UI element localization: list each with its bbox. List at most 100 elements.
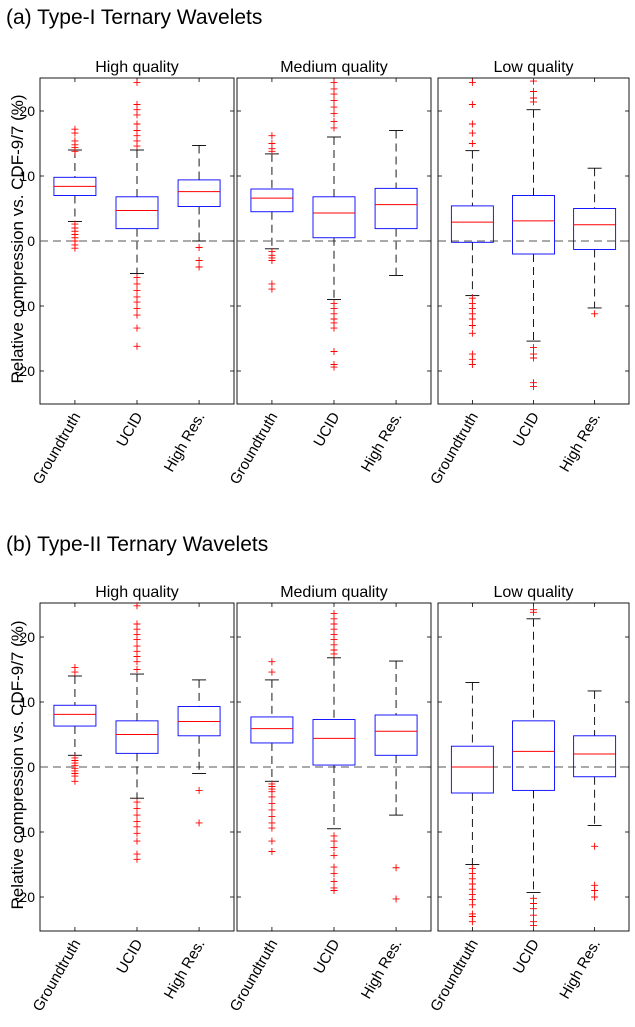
box-item: UCID bbox=[113, 78, 159, 450]
outlier-marker bbox=[530, 88, 537, 95]
outlier-marker bbox=[530, 905, 537, 913]
panel-title: High quality bbox=[95, 584, 179, 601]
outlier-marker bbox=[468, 361, 476, 368]
box-iqr bbox=[573, 208, 617, 250]
outlier-marker bbox=[133, 111, 141, 119]
chart-group: Relative compression vs. CDF-9/7 (%)-20 -… bbox=[8, 59, 630, 488]
box-iqr bbox=[53, 704, 97, 727]
y-axis-label: Relative compression vs. CDF-9/7 (%) bbox=[8, 620, 27, 909]
box-iqr bbox=[250, 188, 294, 213]
outlier-marker bbox=[71, 668, 79, 676]
chart-group: Relative compression vs. CDF-9/7 (%)-20 -… bbox=[8, 584, 630, 1015]
y-tick-label: 10 bbox=[19, 168, 35, 184]
outlier-marker bbox=[133, 855, 141, 863]
outlier-marker bbox=[330, 877, 338, 885]
outlier-marker bbox=[330, 837, 338, 845]
outlier-marker bbox=[468, 901, 476, 909]
x-category-label: UCID bbox=[510, 936, 543, 976]
box-iqr bbox=[450, 745, 494, 794]
outlier-marker bbox=[133, 823, 141, 831]
box-item: UCID bbox=[510, 77, 555, 450]
box-item: High Res. bbox=[161, 78, 221, 476]
x-category-label: Groundtruth bbox=[227, 410, 282, 488]
y-tick-label: 0 bbox=[27, 233, 35, 249]
y-tick-label: -20 bbox=[15, 363, 35, 379]
outlier-marker bbox=[268, 799, 276, 807]
outlier-marker bbox=[268, 793, 276, 801]
outlier-marker bbox=[195, 263, 203, 271]
outlier-marker bbox=[268, 812, 276, 820]
outlier-marker bbox=[133, 805, 141, 813]
outlier-marker bbox=[530, 77, 537, 85]
outlier-marker bbox=[133, 666, 141, 673]
box-item: High Res. bbox=[161, 603, 221, 1003]
outlier-marker bbox=[530, 911, 537, 919]
box-iqr bbox=[312, 719, 356, 766]
panel: High quality Groundtruth UCID High Res. bbox=[30, 584, 235, 1015]
outlier-marker bbox=[268, 285, 276, 293]
outlier-marker bbox=[330, 324, 338, 332]
outlier-marker bbox=[268, 257, 276, 264]
x-category-label: UCID bbox=[510, 409, 543, 449]
panel-title: Medium quality bbox=[280, 584, 388, 601]
box-item: UCID bbox=[510, 603, 555, 977]
x-category-label: High Res. bbox=[358, 937, 406, 1003]
outlier-marker bbox=[330, 348, 338, 355]
panel-title: Medium quality bbox=[280, 59, 388, 76]
y-tick-label: -10 bbox=[15, 298, 35, 314]
y-tick-label: 0 bbox=[27, 759, 35, 775]
outlier-marker bbox=[468, 78, 476, 86]
outlier-marker bbox=[330, 870, 338, 878]
box-iqr bbox=[312, 196, 356, 239]
box-iqr bbox=[374, 714, 418, 756]
box-item: High Res. bbox=[358, 78, 418, 475]
outlier-marker bbox=[330, 363, 338, 371]
outlier-marker bbox=[133, 798, 141, 806]
outlier-marker bbox=[133, 342, 141, 350]
panel: Medium quality Groundtruth UCID High Res. bbox=[227, 584, 432, 1015]
x-category-label: High Res. bbox=[161, 410, 209, 476]
outlier-marker bbox=[133, 286, 141, 294]
outlier-marker bbox=[133, 658, 141, 666]
x-category-label: Groundtruth bbox=[427, 937, 482, 1015]
outlier-marker bbox=[133, 636, 141, 644]
panel: Low quality Groundtruth UCID High Res. bbox=[427, 584, 630, 1015]
outlier-marker bbox=[530, 354, 537, 362]
outlier-marker bbox=[133, 78, 141, 86]
x-category-label: Groundtruth bbox=[30, 410, 85, 488]
x-category-label: Groundtruth bbox=[30, 937, 85, 1015]
outlier-marker bbox=[133, 311, 141, 319]
outlier-marker bbox=[330, 103, 338, 111]
box-iqr bbox=[115, 720, 159, 754]
box-item: UCID bbox=[310, 603, 356, 977]
x-category-label: High Res. bbox=[556, 937, 604, 1003]
outlier-marker bbox=[133, 324, 141, 332]
outlier-marker bbox=[268, 848, 276, 855]
outlier-marker bbox=[195, 819, 203, 827]
box-item: High Res. bbox=[358, 603, 418, 1003]
outlier-marker bbox=[133, 811, 141, 819]
outlier-marker bbox=[591, 893, 599, 901]
box-item: High Res. bbox=[556, 603, 617, 1003]
section-title-a: (a) Type-I Ternary Wavelets bbox=[6, 6, 263, 29]
outlier-marker bbox=[330, 97, 338, 105]
outlier-marker bbox=[330, 110, 338, 118]
x-category-label: UCID bbox=[113, 936, 146, 976]
outlier-marker bbox=[468, 918, 476, 926]
section-title-b: (b) Type-II Ternary Wavelets bbox=[6, 533, 269, 556]
outlier-marker bbox=[468, 120, 476, 128]
x-category-label: Groundtruth bbox=[227, 937, 282, 1015]
outlier-marker bbox=[330, 124, 338, 132]
outlier-marker bbox=[392, 895, 400, 903]
x-category-label: UCID bbox=[310, 936, 343, 976]
outlier-marker bbox=[530, 344, 537, 352]
outlier-marker bbox=[133, 120, 141, 128]
x-category-label: High Res. bbox=[161, 937, 209, 1003]
outlier-marker bbox=[133, 280, 141, 288]
outlier-marker bbox=[268, 824, 276, 832]
box-iqr bbox=[250, 716, 294, 744]
y-tick-label: 20 bbox=[19, 103, 35, 119]
outlier-marker bbox=[330, 90, 338, 98]
outlier-marker bbox=[71, 147, 79, 155]
